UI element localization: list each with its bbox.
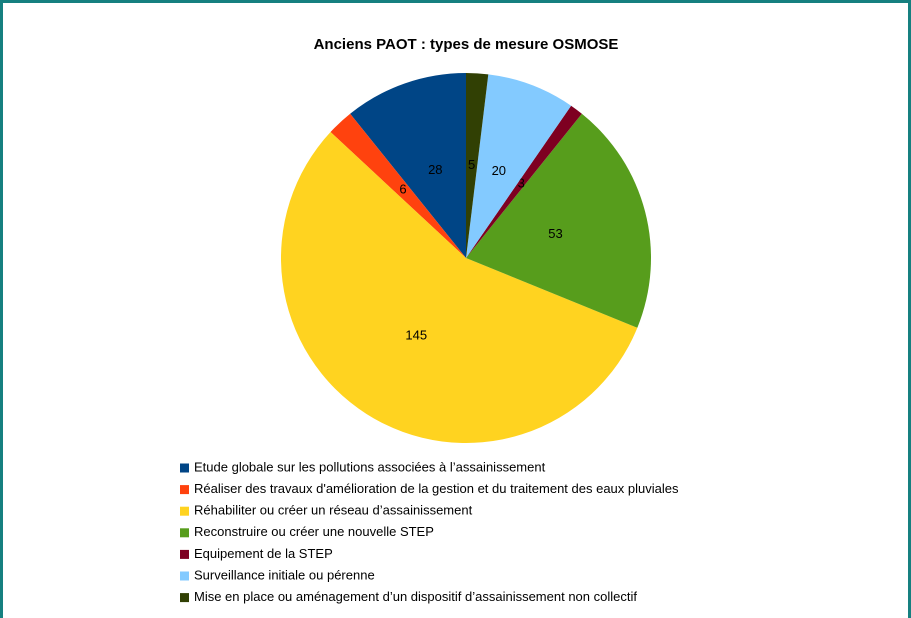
pie-slice bbox=[466, 113, 651, 328]
pie-slice bbox=[466, 74, 572, 258]
pie-slice bbox=[281, 132, 638, 443]
legend-swatch bbox=[180, 593, 189, 603]
legend-swatch bbox=[180, 528, 189, 538]
data-label: 20 bbox=[492, 163, 506, 178]
legend-label: Etude globale sur les pollutions associé… bbox=[194, 459, 546, 474]
pie-slice bbox=[330, 113, 466, 258]
chart-title: Anciens PAOT : types de mesure OSMOSE bbox=[314, 36, 619, 53]
pie-slice bbox=[466, 105, 582, 258]
legend-swatch bbox=[180, 485, 189, 495]
pie-slice bbox=[466, 73, 489, 258]
data-label: 5 bbox=[468, 157, 475, 172]
legend-label: Réhabiliter ou créer un réseau d’assaini… bbox=[194, 503, 473, 518]
data-label: 53 bbox=[548, 226, 562, 241]
legend-swatch bbox=[180, 571, 189, 581]
data-label: 28 bbox=[428, 162, 442, 177]
data-label: 3 bbox=[518, 175, 525, 190]
legend-label: Equipement de la STEP bbox=[194, 546, 333, 561]
data-label: 145 bbox=[405, 327, 427, 342]
legend-label: Mise en place ou aménagement d’un dispos… bbox=[194, 589, 637, 604]
pie-slice bbox=[350, 73, 466, 258]
legend-swatch bbox=[180, 463, 189, 473]
legend-label: Surveillance initiale ou pérenne bbox=[194, 567, 375, 582]
legend-swatch bbox=[180, 549, 189, 559]
legend-label: Reconstruire ou créer une nouvelle STEP bbox=[194, 524, 434, 539]
legend-label: Réaliser des travaux d'amélioration de l… bbox=[194, 481, 679, 496]
data-label: 6 bbox=[399, 182, 406, 197]
legend-swatch bbox=[180, 506, 189, 516]
